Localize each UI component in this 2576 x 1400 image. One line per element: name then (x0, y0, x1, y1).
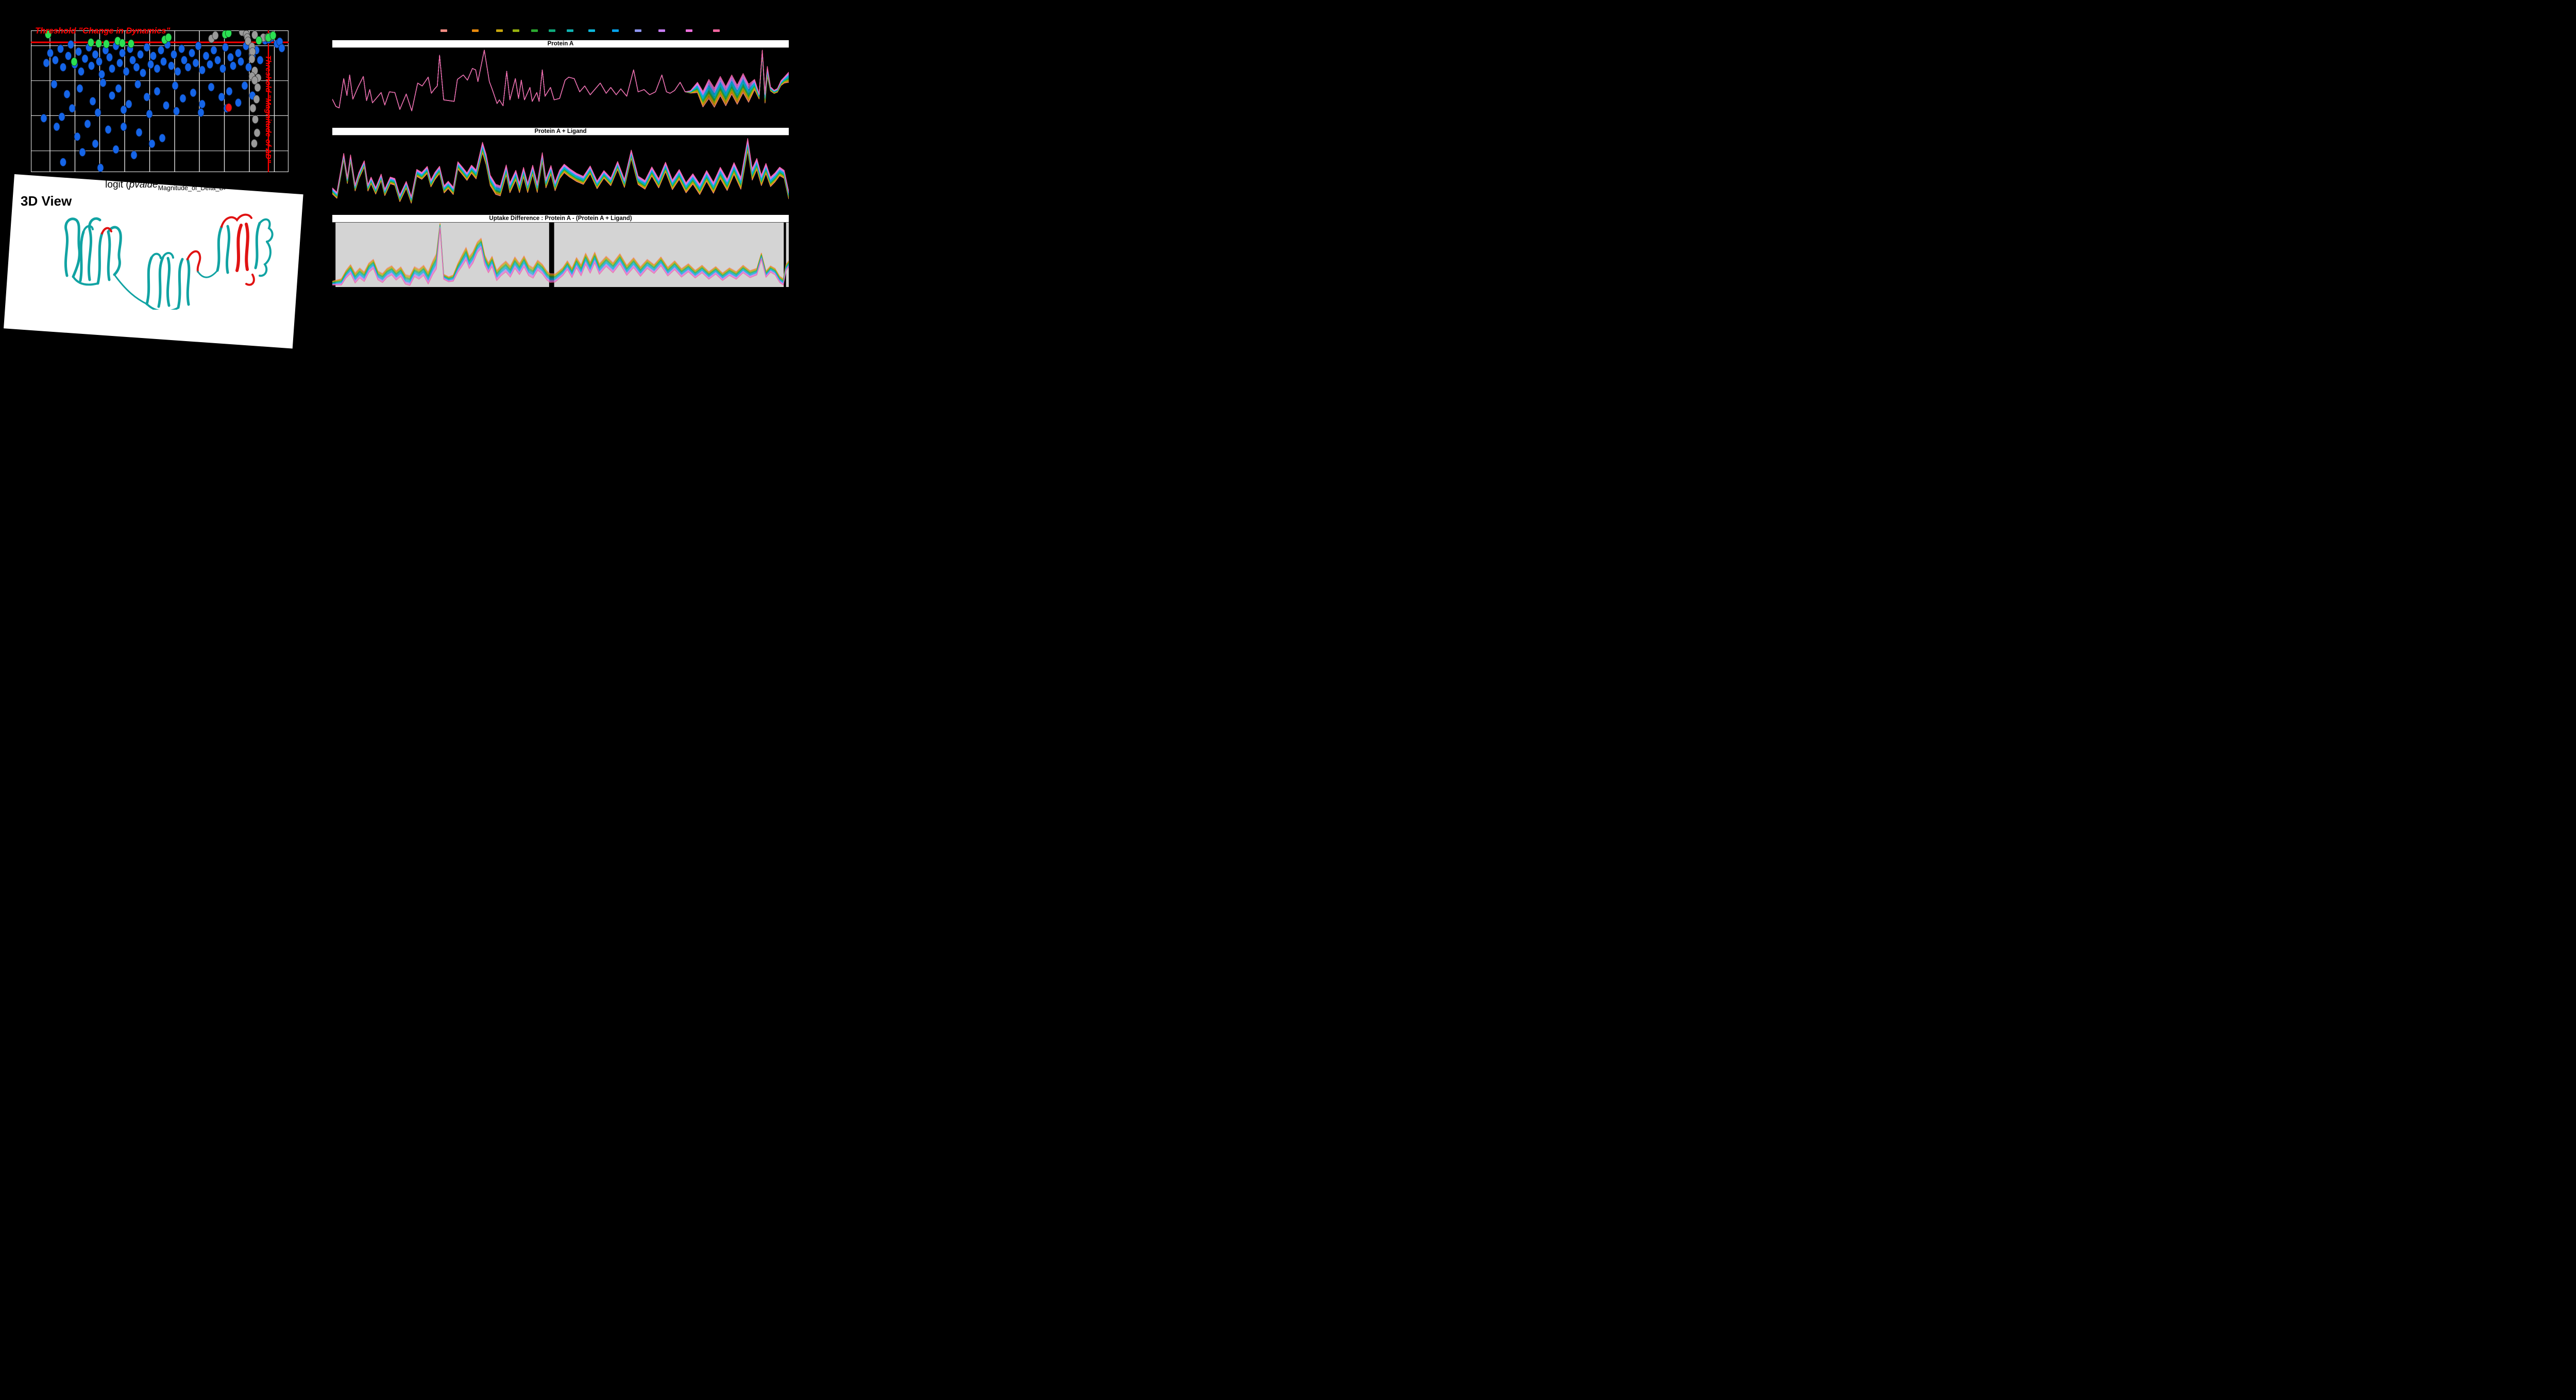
legend-swatch-8[interactable] (588, 29, 595, 32)
app-canvas: Threshold "Change in Dynamics" Threshold… (0, 0, 808, 349)
xlabel-pvalue: pvalue (129, 179, 158, 190)
chart-title-protein-a-ligand: Protein A + Ligand (534, 128, 587, 134)
legend-swatch-11[interactable] (658, 29, 665, 32)
x-tick--100: -100 (117, 171, 132, 179)
uptake-chart-protein-a[interactable] (332, 48, 789, 121)
threshold-change-in-dynamics-label: Threshold "Change in Dynamics" (35, 26, 171, 36)
legend-swatch-12[interactable] (686, 29, 692, 32)
chart-title-bar-protein-a-ligand: Protein A + Ligand (332, 128, 789, 136)
legend-swatch-3[interactable] (496, 29, 503, 32)
xlabel-subscript: Magnitude_of_Delta_D (158, 184, 224, 192)
legend-swatch-5[interactable] (531, 29, 538, 32)
legend-swatch-1[interactable] (440, 29, 447, 32)
volcano-plot[interactable]: Threshold "Change in Dynamics" Threshold… (31, 26, 289, 172)
legend-swatch-4[interactable] (513, 29, 519, 32)
legend-swatch-7[interactable] (567, 29, 573, 32)
chart-title-bar-uptake-difference: Uptake Difference : Protein A - (Protein… (332, 215, 789, 223)
uptake-difference-chart[interactable] (332, 223, 789, 287)
x-tick--200: -200 (67, 171, 82, 179)
protein-ribbons (64, 213, 274, 310)
protein-structure[interactable] (36, 209, 294, 310)
threshold-magnitude-label: Threshold "Magnitude of ΔD" (264, 55, 273, 163)
chart-title-bar-protein-a: Protein A (332, 40, 789, 48)
volcano-x-axis-label: logit (pvalueMagnitude_of_Delta_D) (103, 179, 229, 192)
legend-swatch-10[interactable] (635, 29, 641, 32)
legend-swatch-9[interactable] (612, 29, 619, 32)
xlabel-prefix: logit ( (105, 179, 129, 190)
uptake-chart-protein-a-ligand[interactable] (332, 136, 789, 210)
legend-swatch-13[interactable] (713, 29, 720, 32)
legend-swatch-6[interactable] (549, 29, 555, 32)
xlabel-suffix: ) (224, 179, 227, 190)
volcano-canvas[interactable] (31, 30, 289, 172)
3d-view-title: 3D View (21, 193, 72, 209)
chart-title-protein-a: Protein A (547, 41, 574, 47)
legend-swatch-2[interactable] (472, 29, 479, 32)
chart-title-uptake-difference: Uptake Difference : Protein A - (Protein… (489, 215, 632, 222)
